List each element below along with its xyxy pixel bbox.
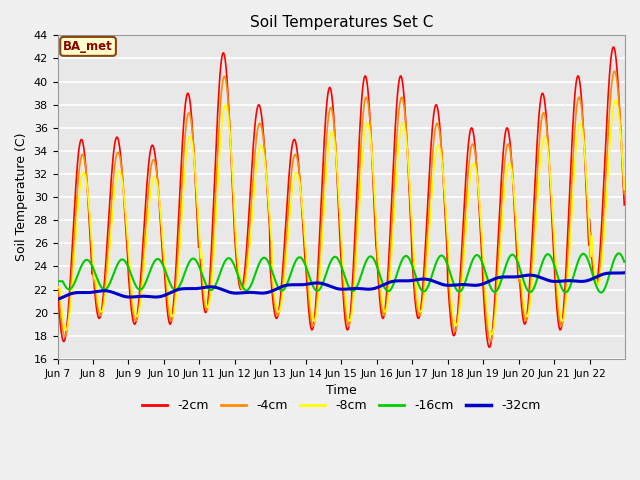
- Legend: -2cm, -4cm, -8cm, -16cm, -32cm: -2cm, -4cm, -8cm, -16cm, -32cm: [137, 395, 545, 418]
- Y-axis label: Soil Temperature (C): Soil Temperature (C): [15, 133, 28, 262]
- Title: Soil Temperatures Set C: Soil Temperatures Set C: [250, 15, 433, 30]
- Text: BA_met: BA_met: [63, 40, 113, 53]
- X-axis label: Time: Time: [326, 384, 356, 397]
